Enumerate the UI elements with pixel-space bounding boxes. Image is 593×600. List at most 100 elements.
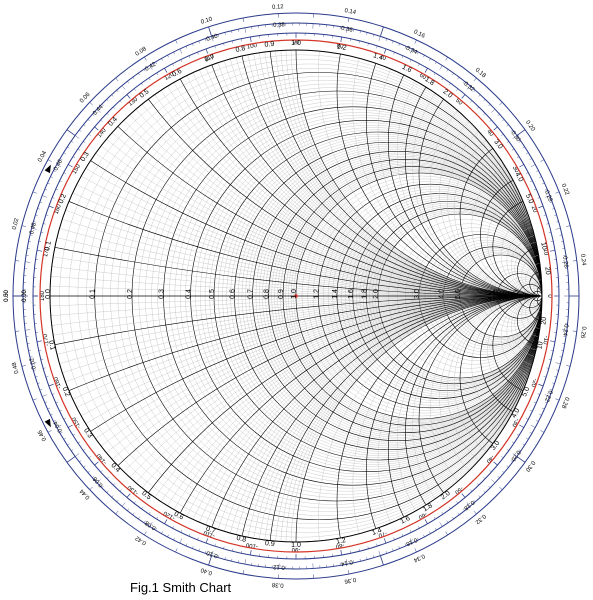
wavelength-fine-tick bbox=[75, 136, 79, 139]
resistance-label: 1.8 bbox=[361, 289, 368, 299]
wavelength-fine-tick bbox=[507, 125, 509, 127]
wavelength-tick bbox=[380, 27, 383, 37]
wavelength-fine-tick bbox=[48, 408, 50, 409]
angle-tick bbox=[418, 526, 419, 528]
wavelength-fine-tick bbox=[67, 444, 69, 445]
angle-tick bbox=[526, 173, 528, 174]
wavelength-fine-tick bbox=[133, 77, 134, 79]
angle-tick bbox=[173, 64, 174, 66]
wavelength-load-label: 0.46 bbox=[53, 158, 64, 172]
wavelength-fine-tick bbox=[435, 62, 436, 64]
wavelength-fine-tick bbox=[556, 363, 561, 364]
wavelength-load-label: 0.48 bbox=[29, 222, 38, 235]
wavelength-tick bbox=[15, 331, 19, 332]
reactance-label: 2.0 bbox=[440, 490, 452, 502]
angle-tick bbox=[120, 101, 122, 103]
wavelength-fine-tick bbox=[88, 471, 90, 473]
resistance-label: 4.0 bbox=[439, 289, 446, 299]
reactance-label: 1.6 bbox=[401, 64, 413, 75]
wavelength-fine-tick bbox=[180, 49, 182, 54]
angle-tick bbox=[501, 456, 503, 458]
angle-tick bbox=[538, 384, 543, 386]
angle-tick bbox=[442, 78, 443, 80]
wavelength-gen-label: 0.50 bbox=[4, 290, 10, 302]
reactance-arc bbox=[132, 296, 593, 600]
wavelength-load-label: 0.24 bbox=[561, 324, 568, 337]
wavelength-fine-tick bbox=[174, 52, 175, 54]
wavelength-load-label: 0.10 bbox=[205, 549, 219, 559]
wavelength-fine-tick bbox=[511, 460, 513, 462]
reactance-label: 0.2 bbox=[61, 386, 71, 398]
wavelength-fine-tick bbox=[452, 73, 453, 75]
angle-tick bbox=[64, 173, 66, 174]
wavelength-tick bbox=[144, 532, 146, 535]
reactance-label: 0.5 bbox=[139, 88, 151, 100]
wavelength-fine-tick bbox=[83, 125, 85, 127]
reactance-label: 1.8 bbox=[423, 76, 435, 87]
wavelength-fine-tick bbox=[25, 330, 30, 331]
resistance-label: 5.0 bbox=[455, 289, 462, 299]
wavelength-tick bbox=[445, 532, 447, 535]
resistance-label: 0.3 bbox=[159, 289, 166, 299]
angle-tick bbox=[526, 418, 528, 419]
wavelength-tick bbox=[67, 456, 75, 462]
wavelength-fine-tick bbox=[498, 476, 500, 478]
wavelength-tick bbox=[22, 365, 26, 366]
angle-tick bbox=[157, 517, 158, 519]
angle-tick bbox=[501, 134, 503, 136]
wavelength-fine-tick bbox=[447, 521, 448, 523]
angle-tick bbox=[68, 165, 72, 168]
wavelength-tick bbox=[555, 399, 559, 400]
wavelength-fine-tick bbox=[138, 73, 139, 75]
wavelength-gen-label: 0.10 bbox=[200, 16, 214, 26]
smith-chart-svg: 0.000.000.020.480.040.460.060.440.080.42… bbox=[0, 0, 593, 600]
wavelength-fine-tick bbox=[523, 147, 525, 148]
angle-tick bbox=[107, 113, 109, 115]
wavelength-tick bbox=[67, 130, 75, 136]
reactance-label: 20 bbox=[540, 317, 548, 326]
angle-label: 0 bbox=[546, 294, 552, 298]
wavelength-fine-tick bbox=[526, 153, 528, 154]
angle-tick bbox=[189, 56, 190, 58]
wavelength-tick bbox=[573, 261, 577, 262]
reactance-label: 1.0 bbox=[291, 40, 301, 47]
wavelength-fine-tick bbox=[180, 538, 182, 543]
wavelength-load-label: 0.20 bbox=[509, 449, 521, 463]
wavelength-load-label: 0.42 bbox=[144, 61, 158, 73]
wavelength-gen-label: 0.40 bbox=[200, 566, 214, 576]
wavelength-fine-tick bbox=[92, 476, 94, 478]
angle-tick bbox=[519, 165, 523, 168]
wavelength-fine-tick bbox=[50, 414, 52, 415]
wavelength-load-label: 0.04 bbox=[53, 419, 64, 433]
angle-tick bbox=[384, 538, 386, 543]
wavelength-fine-tick bbox=[502, 471, 504, 473]
angle-tick bbox=[107, 477, 109, 479]
angle-tick bbox=[462, 95, 465, 99]
angle-tick bbox=[402, 56, 403, 58]
resistance-label: 1.6 bbox=[348, 289, 355, 299]
reactance-label: 0.9 bbox=[264, 41, 275, 49]
angle-tick bbox=[530, 410, 532, 411]
wavelength-fine-tick bbox=[64, 438, 66, 439]
angle-tick bbox=[149, 512, 150, 514]
reactance-label: 0.8 bbox=[236, 535, 247, 544]
wavelength-fine-tick bbox=[556, 228, 561, 229]
reactance-label: 0.8 bbox=[235, 45, 246, 54]
angle-tick bbox=[113, 483, 115, 485]
wavelength-gen-label: 0.12 bbox=[272, 4, 285, 11]
wavelength-fine-tick bbox=[484, 491, 486, 493]
angle-tick bbox=[550, 341, 555, 342]
wavelength-tick bbox=[243, 18, 244, 22]
reactance-label: 0.3 bbox=[82, 427, 93, 439]
resistance-label: 0.5 bbox=[209, 289, 216, 299]
resistance-label: 0.6 bbox=[230, 289, 237, 299]
angle-tick bbox=[483, 113, 485, 115]
wavelength-fine-tick bbox=[479, 95, 481, 97]
reactance-label: 1.2 bbox=[336, 43, 347, 52]
reactance-arc bbox=[7, 296, 593, 600]
angle-tick bbox=[494, 127, 498, 130]
wavelength-fine-tick bbox=[122, 86, 125, 90]
wavelength-fine-tick bbox=[156, 62, 157, 64]
wavelength-fine-tick bbox=[542, 183, 544, 184]
reactance-label: 3.0 bbox=[490, 440, 502, 452]
